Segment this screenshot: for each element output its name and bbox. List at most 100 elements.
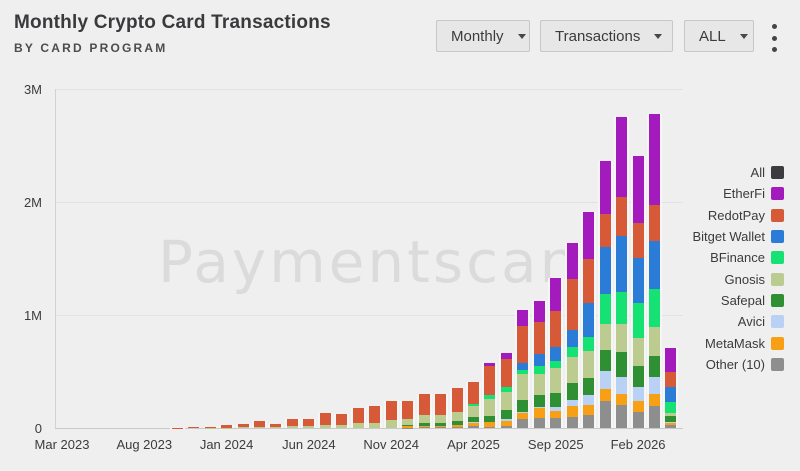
bar-segment-Bitget-Wallet — [583, 302, 595, 337]
legend-swatch — [771, 336, 784, 350]
bar-segment-Gnosis — [385, 420, 397, 428]
legend-item-Avici[interactable]: Avici — [600, 311, 784, 332]
bar-segment-Other-10- — [665, 425, 677, 428]
legend-item-All[interactable]: All — [600, 162, 784, 183]
filter-dropdown[interactable]: ALL — [684, 20, 754, 52]
y-axis-label-2M: 2M — [23, 195, 42, 210]
bar-segment-Gnosis — [484, 398, 496, 416]
bar-segment-RedotPay — [286, 419, 298, 427]
y-axis-label-3M: 3M — [23, 82, 42, 97]
bar-Mar-2025[interactable] — [449, 388, 465, 428]
bar-segment-Other-10- — [632, 411, 644, 428]
bar-Sep-2024[interactable] — [350, 407, 366, 428]
bar-Jul-2025[interactable] — [515, 310, 531, 428]
bar-segment-RedotPay — [188, 427, 200, 428]
bar-Apr-2026[interactable] — [663, 347, 679, 428]
legend-swatch — [771, 187, 784, 201]
bar-segment-Gnosis — [336, 424, 348, 428]
bar-segment-RedotPay — [583, 258, 595, 303]
bar-Aug-2025[interactable] — [531, 301, 547, 428]
bar-segment-RedotPay — [352, 407, 364, 424]
legend-swatch — [771, 251, 784, 265]
bar-Jan-2024[interactable] — [219, 425, 235, 428]
gridline-0 — [55, 428, 683, 429]
legend-item-Gnosis[interactable]: Gnosis — [600, 268, 784, 289]
bar-segment-RedotPay — [385, 401, 397, 421]
bar-segment-Other-10- — [467, 426, 479, 428]
bar-segment-Safepal — [649, 355, 661, 377]
bar-segment-MetaMask — [484, 422, 496, 427]
legend-item-MetaMask[interactable]: MetaMask — [600, 332, 784, 353]
x-axis-label-Sep-2025: Sep 2025 — [527, 437, 584, 452]
legend-item-EtherFi[interactable]: EtherFi — [600, 183, 784, 204]
bar-Jun-2025[interactable] — [498, 352, 514, 428]
bar-segment-Gnosis — [583, 351, 595, 379]
legend-item-Other-10-[interactable]: Other (10) — [600, 354, 784, 375]
bar-Oct-2025[interactable] — [564, 242, 580, 428]
bar-segment-Avici — [649, 376, 661, 395]
bar-Mar-2026[interactable] — [647, 113, 663, 428]
bar-Sep-2025[interactable] — [548, 278, 564, 428]
bar-segment-RedotPay — [533, 321, 545, 355]
bar-Jul-2024[interactable] — [317, 412, 333, 428]
bar-Jan-2025[interactable] — [416, 393, 432, 428]
bar-segment-RedotPay — [402, 401, 414, 420]
kebab-menu-icon[interactable] — [769, 24, 779, 52]
legend-swatch — [771, 357, 784, 371]
bar-segment-Gnosis — [270, 426, 282, 428]
bar-segment-Other-10- — [550, 418, 562, 428]
legend-item-BFinance[interactable]: BFinance — [600, 247, 784, 268]
bar-segment-Safepal — [467, 417, 479, 422]
bar-Apr-2025[interactable] — [465, 382, 481, 428]
bar-Mar-2024[interactable] — [252, 420, 267, 428]
bar-Jan-2026[interactable] — [614, 116, 630, 428]
bar-segment-Avici — [632, 387, 644, 402]
gridline-1M — [55, 315, 683, 316]
bar-Feb-2024[interactable] — [235, 424, 251, 428]
bar-Nov-2024[interactable] — [383, 401, 399, 428]
bar-segment-Gnosis — [550, 368, 562, 394]
legend-item-RedotPay[interactable]: RedotPay — [600, 205, 784, 226]
legend-item-Safepal[interactable]: Safepal — [600, 290, 784, 311]
legend-swatch — [771, 293, 784, 307]
bar-segment-EtherFi — [665, 347, 677, 373]
bar-segment-MetaMask — [550, 410, 562, 419]
bar-segment-Bitget-Wallet — [632, 257, 644, 303]
bar-segment-Gnosis — [352, 423, 364, 428]
metric-dropdown[interactable]: Transactions — [540, 20, 673, 52]
bar-segment-MetaMask — [517, 413, 529, 419]
bar-segment-Gnosis — [303, 426, 315, 428]
legend-label: Gnosis — [724, 271, 765, 287]
bar-Aug-2024[interactable] — [334, 414, 350, 428]
legend-label: EtherFi — [723, 186, 765, 202]
bar-segment-Gnosis — [254, 427, 265, 428]
bar-Jun-2024[interactable] — [301, 419, 317, 428]
bar-segment-RedotPay — [550, 311, 562, 348]
bar-Nov-2023[interactable] — [186, 427, 202, 428]
bar-Nov-2025[interactable] — [581, 212, 597, 428]
bar-Feb-2025[interactable] — [433, 393, 449, 428]
bar-segment-Other-10- — [451, 427, 463, 428]
legend-item-Bitget-Wallet[interactable]: Bitget Wallet — [600, 226, 784, 247]
bar-segment-MetaMask — [500, 420, 512, 426]
bar-segment-Safepal — [616, 351, 628, 377]
bar-Apr-2024[interactable] — [268, 424, 284, 428]
frequency-dropdown[interactable]: Monthly — [436, 20, 530, 52]
bar-May-2025[interactable] — [482, 363, 498, 428]
bar-segment-Avici — [467, 421, 479, 423]
bar-segment-MetaMask — [599, 388, 611, 401]
bar-Dec-2024[interactable] — [400, 401, 416, 428]
gridline-3M — [55, 89, 683, 90]
bar-segment-Avici — [500, 418, 512, 421]
bar-segment-Gnosis — [566, 357, 578, 383]
bar-segment-MetaMask — [418, 425, 430, 428]
bar-segment-RedotPay — [665, 372, 677, 388]
bar-Oct-2024[interactable] — [367, 405, 383, 428]
bar-May-2024[interactable] — [284, 419, 300, 428]
bar-segment-EtherFi — [583, 212, 595, 259]
bar-Feb-2026[interactable] — [630, 156, 646, 428]
bar-segment-Safepal — [435, 423, 447, 426]
bar-Dec-2023[interactable] — [202, 426, 218, 428]
frequency-dropdown-label: Monthly — [451, 27, 504, 45]
bar-Dec-2025[interactable] — [597, 160, 613, 428]
